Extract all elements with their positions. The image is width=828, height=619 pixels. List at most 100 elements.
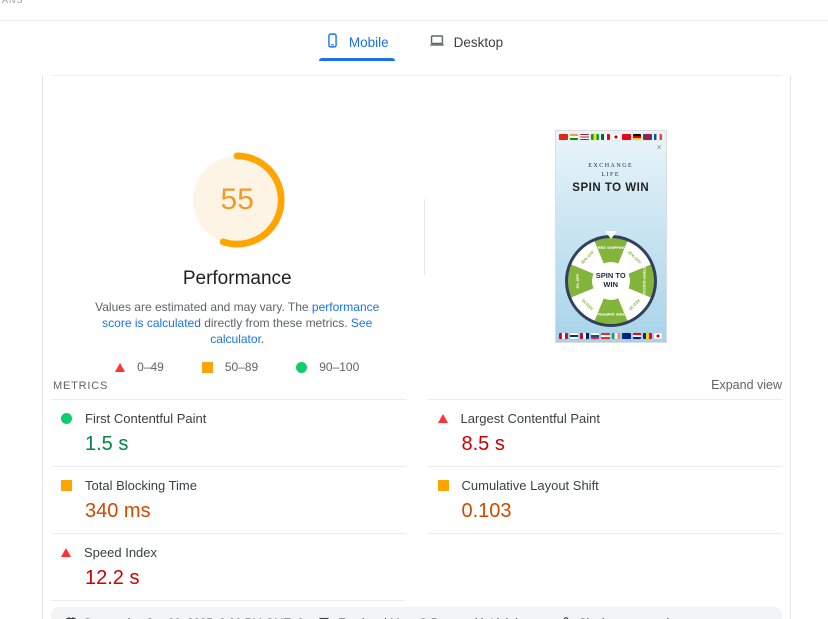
metric-value: 1.5 s [85, 433, 129, 455]
country-flag-icon [569, 134, 579, 140]
environment-text: Emulated Moto G Power with Lighthouse 12… [338, 618, 551, 619]
wheel-segment-label: MYSTERY DISCOUNT [641, 260, 647, 302]
country-flag-icon [569, 333, 579, 339]
metric-name: Largest Contentful Paint [460, 411, 600, 426]
metric-card[interactable]: Largest Contentful Paint 8.5 s [427, 400, 782, 467]
circle-icon [296, 361, 308, 373]
metric-name: Total Blocking Time [85, 478, 197, 493]
flags-bottom-row [556, 330, 666, 339]
country-flag-icon [622, 134, 631, 140]
triangle-icon [437, 414, 448, 423]
country-flag-icon [632, 333, 642, 339]
country-flag-icon [580, 134, 589, 140]
metrics-section-label: METRICS [53, 380, 109, 392]
country-flag-icon [590, 134, 600, 140]
clipped-header-text: ANS [2, 0, 24, 5]
legend-range-label: 0–49 [137, 360, 164, 374]
metrics-grid: First Contentful Paint 1.5 s Total Blockin… [51, 400, 782, 601]
legend-range-label: 90–100 [319, 360, 360, 374]
country-flag-icon [653, 134, 663, 140]
metric-card[interactable]: Total Blocking Time 340 ms [51, 467, 406, 534]
card-top-divider [51, 75, 782, 76]
metric-card[interactable]: Cumulative Layout Shift 0.103 [427, 467, 782, 534]
country-flag-icon [611, 333, 621, 339]
tab-mobile[interactable]: Mobile [318, 29, 395, 63]
desktop-icon [429, 33, 445, 51]
legend-range-label: 50–89 [224, 360, 259, 374]
metric-name: Cumulative Layout Shift [461, 478, 599, 493]
description-text-2: directly from these metrics. [200, 316, 351, 330]
flags-top-row [556, 131, 666, 140]
screenshot-column: × EXCHANGE LIFE SPIN TO WIN SPIN TO WIN … [431, 76, 790, 372]
legend-item: 90–100 [296, 360, 359, 374]
square-icon [201, 361, 213, 373]
brand-logo: EXCHANGE LIFE [588, 163, 634, 178]
triangle-icon [61, 548, 71, 557]
score-calculated-link[interactable]: performance score is calculated [102, 300, 380, 330]
wheel-segment-label: 25% OFF [626, 249, 643, 266]
tab-desktop-label: Desktop [453, 34, 504, 50]
performance-summary: 55 Performance Values are estimated and … [43, 76, 790, 374]
square-icon [61, 480, 72, 491]
square-icon [437, 480, 449, 491]
country-flag-icon [559, 134, 568, 140]
metric-card[interactable]: Speed Index 12.2 s [51, 534, 406, 601]
vertical-divider [424, 199, 425, 275]
country-flag-icon [601, 134, 610, 140]
performance-description: Values are estimated and may vary. The p… [91, 299, 383, 347]
description-text-1: Values are estimated and may vary. The [95, 300, 312, 314]
environment-text: Single page session [579, 618, 682, 619]
wheel-center-label: SPIN TO WIN [591, 262, 630, 300]
country-flag-icon [653, 333, 663, 339]
metric-value: 8.5 s [461, 433, 505, 455]
prize-wheel: SPIN TO WIN FREE SHIPPING 25% OFF MYSTERY … [564, 231, 657, 327]
country-flag-icon [643, 134, 652, 140]
metric-card[interactable]: First Contentful Paint 1.5 s [51, 400, 406, 467]
wheel-disc: SPIN TO WIN FREE SHIPPING 25% OFF MYSTERY … [564, 235, 657, 327]
wheel-pointer-icon [604, 231, 617, 239]
metric-value: 0.103 [461, 500, 512, 522]
country-flag-icon [643, 333, 652, 339]
tab-mobile-underline [318, 58, 395, 61]
performance-score: 55 [220, 183, 254, 216]
expand-view-button[interactable]: Expand view [711, 378, 782, 392]
close-icon: × [656, 142, 662, 152]
metric-name: First Contentful Paint [85, 411, 207, 426]
country-flag-icon [590, 333, 600, 339]
score-legend: 0–49 50–89 90–100 [115, 360, 359, 374]
performance-title: Performance [182, 268, 292, 289]
gauge-column: 55 Performance Values are estimated and … [43, 76, 431, 374]
country-flag-icon [632, 134, 642, 140]
performance-gauge[interactable]: 55 [189, 152, 285, 248]
country-flag-icon [559, 333, 568, 339]
person-icon [561, 616, 573, 619]
see-calculator-link[interactable]: See calculator. [210, 316, 373, 346]
country-flag-icon [611, 134, 621, 140]
page-screenshot-thumbnail[interactable]: × EXCHANGE LIFE SPIN TO WIN SPIN TO WIN … [554, 130, 667, 343]
top-strip: ANS [0, 0, 828, 21]
legend-item: 50–89 [201, 360, 259, 374]
wheel-segment-label: 5% OFF [574, 273, 580, 289]
tab-mobile-label: Mobile [348, 34, 389, 50]
tab-desktop-underline [423, 58, 510, 61]
metrics-column-right: Largest Contentful Paint 8.5 s Cumulative … [427, 400, 782, 601]
metric-value: 340 ms [85, 500, 151, 522]
country-flag-icon [622, 333, 631, 339]
environment-text: Captured at Jun 30, 2025, 8:20 PM GMT+8 [83, 618, 304, 619]
circle-icon [61, 413, 72, 424]
triangle-icon [115, 362, 126, 372]
metrics-column-left: First Contentful Paint 1.5 s Total Blockin… [51, 400, 406, 601]
wheel-segment-label: AED 55 [580, 297, 594, 312]
environment-item[interactable]: Single page session [561, 616, 768, 619]
report-card: 55 Performance Values are estimated and … [42, 75, 791, 619]
tab-desktop[interactable]: Desktop [423, 29, 510, 63]
metrics-header: METRICS Expand view [51, 372, 782, 400]
wheel-segment-label: 35% OFF [579, 249, 595, 266]
country-flag-icon [601, 333, 610, 339]
wheel-segment-label: FREE SHIPPING [595, 312, 627, 317]
spin-to-win-heading: SPIN TO WIN [572, 182, 650, 194]
mobile-icon [325, 33, 340, 51]
capture-environment-footer: Captured at Jun 30, 2025, 8:20 PM GMT+8 E… [51, 607, 782, 619]
country-flag-icon [580, 333, 589, 339]
gauge-arc [189, 152, 285, 248]
